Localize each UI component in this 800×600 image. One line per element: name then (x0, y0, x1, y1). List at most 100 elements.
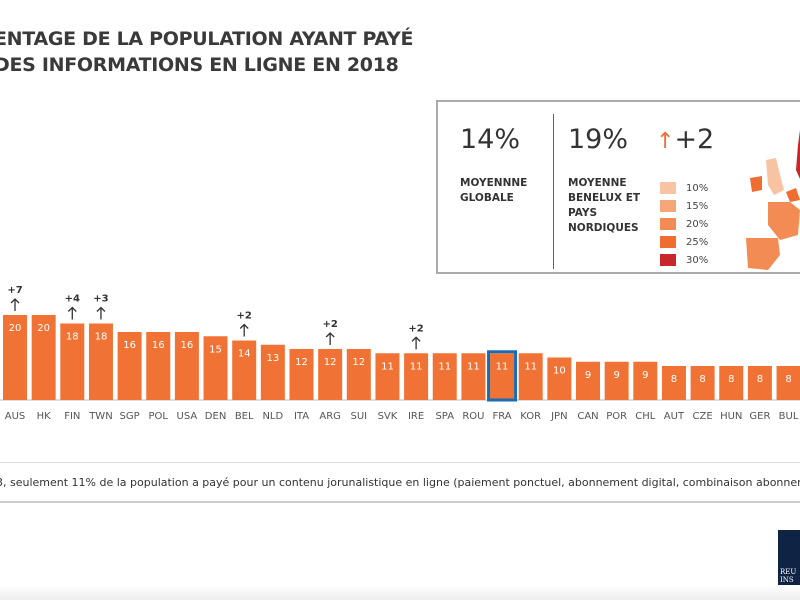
data-label: 14 (238, 349, 251, 360)
category-label: KOR (520, 411, 541, 422)
category-label: HK (37, 411, 52, 422)
bar-rou (461, 353, 486, 400)
data-label: 13 (266, 353, 279, 364)
legend-item: 30% (660, 251, 708, 269)
bar-por (604, 361, 629, 400)
bar-usa (174, 332, 199, 400)
data-label: 11 (467, 361, 480, 372)
bar-aut (661, 366, 686, 400)
data-label: 11 (438, 361, 451, 372)
divider (553, 114, 554, 269)
bar-chl (633, 361, 658, 400)
legend-label: 25% (686, 236, 709, 248)
nordic-label-line: BENELUX ET (568, 192, 641, 204)
up-arrow-icon (411, 336, 421, 350)
category-label: TWN (88, 411, 112, 422)
data-label: 8 (671, 374, 677, 385)
nordic-label-line: PAYS (568, 207, 598, 219)
change-label: +4 (65, 294, 80, 305)
data-label: 20 (37, 323, 50, 334)
legend-item: 20% (660, 215, 708, 233)
bar-ger (747, 366, 772, 400)
global-label-line: MOYENNNE (460, 177, 528, 189)
category-label: HUN (720, 411, 742, 422)
up-arrow-icon (96, 306, 106, 320)
data-label: 8 (757, 374, 763, 385)
bar-den (203, 336, 228, 400)
category-label: JPN (550, 411, 567, 422)
data-label: 12 (352, 357, 365, 368)
bar-cze (690, 366, 715, 400)
category-label: SUI (350, 411, 367, 422)
bar-hun (719, 366, 744, 400)
bar-pol (146, 332, 171, 400)
logo-text: INS (780, 576, 794, 584)
data-label: 8 (785, 374, 791, 385)
bar-twn (88, 323, 113, 400)
category-label: POR (606, 411, 627, 422)
up-arrow-icon: ↑ (656, 129, 675, 154)
legend-swatch (660, 182, 676, 194)
bar-svk (375, 353, 400, 400)
category-label: SVK (378, 411, 398, 422)
category-label: ROU (462, 411, 484, 422)
bar-jpn (547, 357, 572, 400)
map-france (768, 202, 800, 240)
category-label: SGP (120, 411, 140, 422)
data-label: 11 (496, 361, 509, 372)
category-label: GER (749, 411, 770, 422)
legend-label: 10% (686, 182, 709, 194)
change-label: +2 (322, 319, 337, 330)
data-label: 16 (152, 340, 165, 351)
bar-sgp (117, 332, 142, 400)
data-label: 11 (410, 361, 423, 372)
data-label: 8 (728, 374, 734, 385)
up-arrow-icon (239, 323, 249, 337)
change-label: +2 (408, 323, 423, 334)
bar-chart: 20 AUS +7 20 HK 18 FIN +4 18 TWN +3 16 SGP 16 POL 16 USA… (0, 285, 800, 422)
legend-swatch (660, 200, 676, 212)
global-value: 14% (460, 124, 521, 155)
category-label: CHL (635, 411, 656, 422)
logo-text: REU (780, 568, 797, 576)
bar-nld (260, 344, 285, 400)
map-legend: 10% 15% 20% 25% 30% (660, 179, 708, 269)
change-label: +3 (93, 294, 108, 305)
category-label: FRA (492, 411, 511, 422)
legend-item: 25% (660, 233, 708, 251)
title-line-1: ENTAGE DE LA POPULATION AYANT PAYÉ (0, 28, 414, 50)
data-label: 12 (295, 357, 308, 368)
category-label: NLD (262, 411, 283, 422)
data-label: 8 (699, 374, 705, 385)
title-line-2: DES INFORMATIONS EN LIGNE EN 2018 (0, 54, 399, 76)
map-scandinavia (796, 130, 800, 179)
category-label: ITA (294, 411, 309, 422)
nordic-value: 19% (568, 124, 629, 155)
bar-bel (232, 340, 257, 400)
change-label: +2 (237, 311, 252, 322)
chart-title: ENTAGE DE LA POPULATION AYANT PAYÉ DES I… (0, 26, 413, 78)
global-label: MOYENNNE GLOBALE (460, 176, 527, 206)
category-label: BUL (779, 411, 799, 422)
legend-label: 30% (686, 254, 709, 266)
data-label: 9 (585, 370, 591, 381)
data-label: 16 (181, 340, 194, 351)
up-arrow-icon (325, 332, 335, 345)
category-label: POL (149, 411, 169, 422)
legend-label: 15% (686, 200, 709, 212)
nordic-label-line: NORDIQUES (568, 222, 639, 234)
legend-swatch (660, 218, 676, 230)
legend-item: 15% (660, 197, 708, 215)
up-arrow-icon (67, 306, 77, 320)
category-label: SPA (435, 411, 454, 422)
data-label: 12 (324, 357, 337, 368)
map-uk (766, 158, 784, 195)
category-label: AUT (664, 411, 685, 422)
nordic-change-value: +2 (674, 124, 715, 155)
bar-ita (289, 349, 314, 400)
legend-label: 20% (686, 218, 709, 230)
europe-map (746, 130, 800, 270)
change-label: +7 (7, 285, 22, 296)
data-label: 9 (613, 370, 619, 381)
category-label: AUS (5, 411, 26, 422)
